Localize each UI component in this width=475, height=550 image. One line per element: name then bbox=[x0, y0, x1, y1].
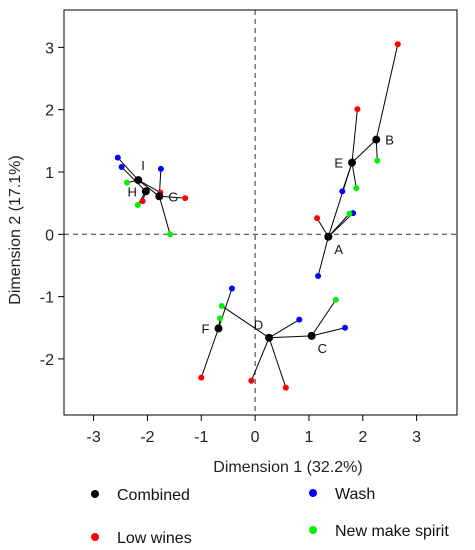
point-combined-a bbox=[324, 232, 333, 241]
group-label-f: F bbox=[202, 321, 210, 336]
legend-marker-new-make-spirit bbox=[309, 526, 317, 534]
connector-line-b bbox=[351, 139, 377, 164]
y-tick-label: 1 bbox=[45, 165, 54, 182]
connector-line-a bbox=[327, 212, 354, 238]
connector-line-h bbox=[121, 166, 147, 192]
group-label-c: C bbox=[318, 341, 327, 356]
connector-line-e bbox=[341, 162, 353, 192]
point-combined-g bbox=[155, 192, 164, 201]
connector-line-c bbox=[269, 335, 312, 339]
x-tick-label: 0 bbox=[251, 429, 260, 446]
axes: -3 -2 -1 0 1 2 3 -2 -1 0 1 2 3 bbox=[40, 9, 458, 446]
group-label-a: A bbox=[334, 242, 343, 257]
point-wash-a bbox=[315, 273, 322, 280]
group-label-e: E bbox=[334, 156, 343, 171]
connector-line-f bbox=[218, 288, 233, 329]
connector-line-d bbox=[268, 319, 300, 339]
point-low-wines-h bbox=[139, 198, 146, 205]
y-tick-label: 2 bbox=[45, 103, 54, 120]
point-low-wines-b bbox=[394, 41, 401, 48]
point-combined-f bbox=[214, 324, 223, 333]
y-tick-label: 3 bbox=[45, 40, 54, 57]
point-new-make-spirit-g bbox=[167, 231, 174, 238]
point-combined-d bbox=[265, 333, 274, 342]
point-wash-d bbox=[296, 316, 303, 323]
point-wash-i bbox=[114, 154, 121, 161]
point-new-make-spirit-h bbox=[134, 202, 141, 209]
y-tick-label: -2 bbox=[40, 352, 54, 369]
group-label-i: I bbox=[141, 158, 145, 173]
legend-marker-combined bbox=[91, 490, 99, 498]
connector-line-c bbox=[311, 327, 346, 337]
group-label-g: G bbox=[168, 189, 178, 204]
connector-line-i bbox=[137, 179, 160, 197]
x-tick-label: -1 bbox=[194, 429, 208, 446]
legend-label-wash: Wash bbox=[335, 486, 375, 503]
point-wash-c bbox=[342, 324, 349, 331]
connector-line-d bbox=[268, 337, 287, 388]
point-low-wines-f bbox=[198, 374, 205, 381]
legend-marker-low-wines bbox=[91, 533, 99, 541]
connector-line-g bbox=[159, 195, 186, 199]
point-combined-i bbox=[134, 176, 143, 185]
connector-line-a bbox=[317, 236, 329, 277]
connector-line-e bbox=[351, 162, 357, 189]
connector-line-d bbox=[250, 337, 270, 381]
x-tick-label: -2 bbox=[140, 429, 154, 446]
connector-line-e bbox=[351, 109, 358, 163]
y-tick-label: 0 bbox=[45, 227, 54, 244]
point-combined-e bbox=[348, 158, 357, 167]
point-low-wines-c bbox=[248, 377, 255, 384]
point-wash-e bbox=[339, 188, 346, 195]
x-tick-label: 2 bbox=[358, 429, 367, 446]
connector-line-d bbox=[221, 305, 270, 339]
point-low-wines-g bbox=[182, 195, 189, 202]
point-low-wines-e bbox=[354, 106, 361, 113]
legend-label-low-wines: Low wines bbox=[117, 530, 192, 547]
x-tick-label: 3 bbox=[412, 429, 421, 446]
legend-label-new-make-spirit: New make spirit bbox=[335, 523, 449, 540]
point-low-wines-a bbox=[314, 215, 321, 222]
legend: Combined Wash Low wines New make spirit bbox=[91, 486, 449, 547]
connector-line-i bbox=[138, 179, 161, 193]
point-new-make-spirit-e bbox=[353, 185, 360, 192]
connector-line-b bbox=[375, 44, 399, 140]
group-label-b: B bbox=[385, 133, 394, 148]
point-new-make-spirit-a bbox=[346, 210, 353, 217]
point-combined-h bbox=[141, 187, 150, 196]
point-wash-g bbox=[157, 165, 164, 172]
y-tick-label: -1 bbox=[40, 290, 54, 307]
point-new-make-spirit-d bbox=[218, 302, 225, 309]
point-wash-h bbox=[118, 164, 125, 171]
group-label-d: D bbox=[254, 318, 263, 333]
legend-marker-wash bbox=[309, 489, 317, 497]
group-label-h: H bbox=[127, 184, 136, 199]
point-combined-c bbox=[307, 331, 316, 340]
connector-line-c bbox=[311, 299, 337, 337]
plot-area: A B C D E F G HI bbox=[64, 10, 457, 415]
legend-label-combined: Combined bbox=[117, 487, 190, 504]
point-new-make-spirit-f bbox=[217, 315, 224, 322]
connector-line-i bbox=[117, 157, 139, 181]
y-axis-title: Dimension 2 (17.1%) bbox=[7, 155, 24, 304]
point-new-make-spirit-i bbox=[123, 179, 130, 186]
x-tick-label: 1 bbox=[304, 429, 313, 446]
x-axis-title: Dimension 1 (32.2%) bbox=[213, 459, 362, 476]
point-combined-b bbox=[372, 135, 381, 144]
x-tick-label: -3 bbox=[86, 429, 100, 446]
point-new-make-spirit-b bbox=[374, 157, 381, 164]
connector-line-g bbox=[158, 196, 171, 235]
plot-frame bbox=[63, 9, 458, 416]
connector-line-f bbox=[200, 328, 219, 378]
point-wash-f bbox=[228, 285, 235, 292]
point-new-make-spirit-c bbox=[332, 296, 339, 303]
point-low-wines-d bbox=[282, 384, 289, 391]
